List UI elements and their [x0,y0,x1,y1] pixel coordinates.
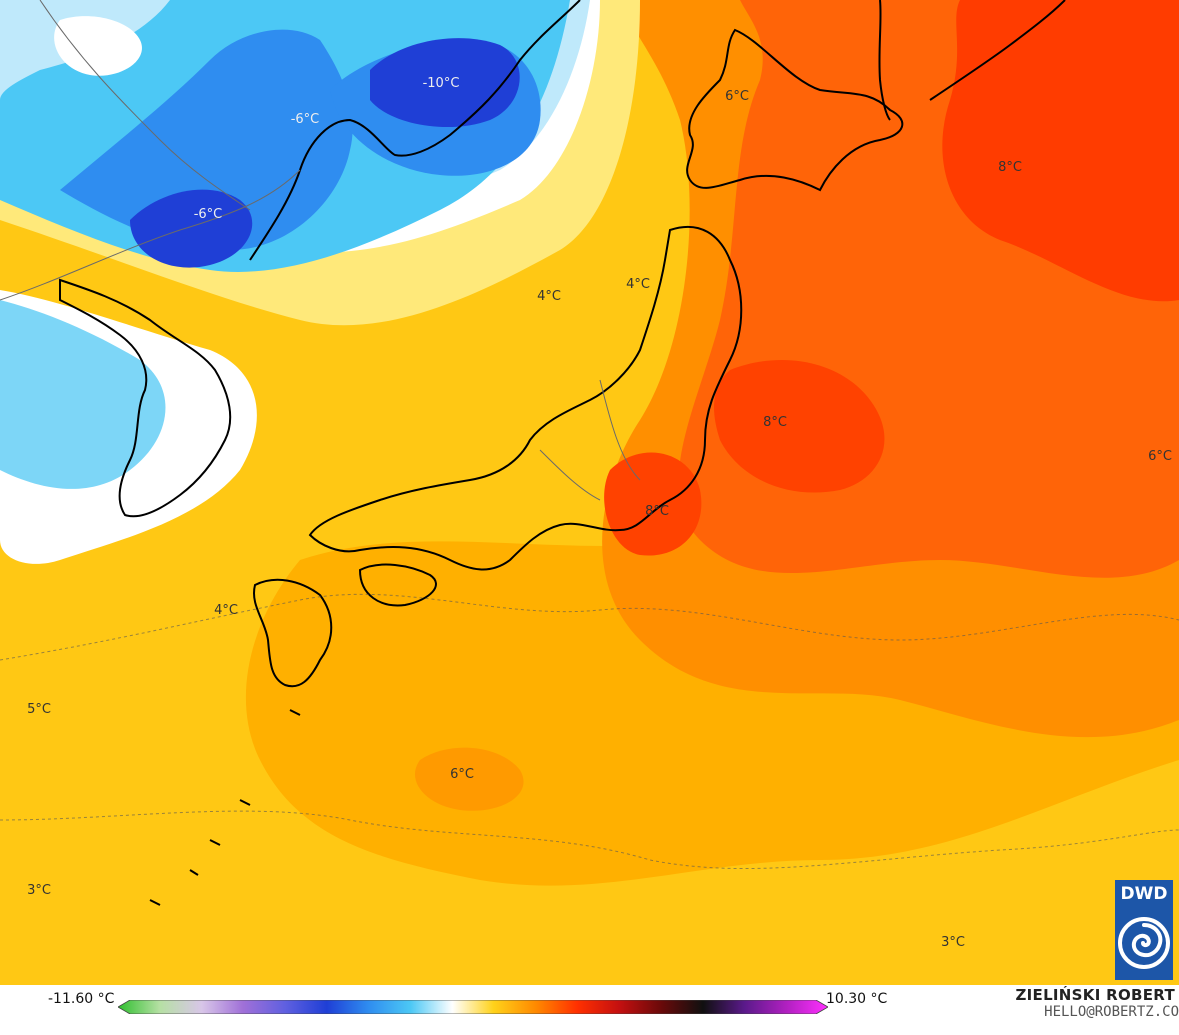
red-core-tokyo [604,452,702,556]
temperature-label: 8°C [645,504,669,519]
temperature-label: 8°C [998,160,1022,175]
temperature-label: 4°C [626,277,650,292]
temperature-label: 5°C [27,702,51,717]
temperature-label: 8°C [763,415,787,430]
deep-blue-core-1 [130,189,253,268]
colorbar-body [118,1000,828,1014]
credit-name: ZIELIŃSKI ROBERT [1015,986,1175,1004]
white-pocket-northwest [54,16,142,76]
red-core-north [942,0,1179,302]
borders [0,0,641,501]
temperature-label: 4°C [214,603,238,618]
temperature-label: -10°C [423,76,460,91]
mid-blue-zone [60,29,353,250]
temperature-label: 6°C [1148,449,1172,464]
temperature-label: 6°C [725,89,749,104]
contours [0,593,1179,870]
swirl-icon [1118,917,1170,969]
legend-max-value: 10.30 °C [826,991,888,1007]
temperature-label: 3°C [941,935,965,950]
temperature-label: 4°C [537,289,561,304]
light-blue-korea [0,300,166,489]
temperature-label: 6°C [450,767,474,782]
coastlines [59,0,1066,906]
dwd-logo-text: DWD [1120,884,1168,904]
amber-blob-south [414,747,524,811]
credit-email: HELLO@ROBERTZ.CO [1044,1004,1179,1020]
temperature-colorbar [118,1000,828,1014]
red-core-center [714,360,885,493]
dwd-logo: DWD [1115,880,1173,980]
temperature-label: -6°C [194,207,223,222]
temperature-labels: -10°C -6°C -6°C 6°C 8°C 4°C 4°C 8°C 6°C 8°C 4°C 5°C… [27,76,1172,950]
temperature-label: -6°C [291,112,320,127]
temperature-label: 3°C [27,883,51,898]
temperature-map: -10°C -6°C -6°C 6°C 8°C 4°C 4°C 8°C 6°C 8°C 4°C 5°C… [0,0,1179,985]
legend-min-value: -11.60 °C [48,991,115,1007]
